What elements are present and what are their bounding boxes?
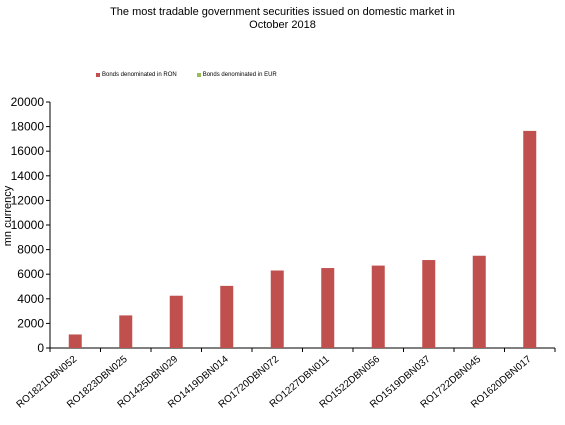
- bar: [119, 315, 133, 348]
- y-tick-label: 20000: [11, 95, 45, 109]
- chart-title-line-2: October 2018: [249, 19, 316, 31]
- y-tick-label: 18000: [11, 120, 45, 134]
- bar: [371, 265, 385, 348]
- legend-swatch-eur: [196, 73, 201, 77]
- bar: [321, 268, 335, 348]
- legend-label-eur: Bonds denominated in EUR: [202, 72, 277, 78]
- legend-swatch-ron: [96, 73, 100, 77]
- chart-title: The most tradable government securities …: [0, 6, 565, 32]
- legend-item-ron: Bonds denominated in RON: [96, 71, 177, 79]
- legend: Bonds denominated in RON Bonds denominat…: [96, 71, 277, 79]
- legend-label-ron: Bonds denominated in RON: [102, 72, 177, 78]
- bar: [169, 295, 183, 348]
- legend-item-eur: Bonds denominated in EUR: [196, 71, 277, 79]
- bar: [220, 285, 234, 348]
- y-tick-label: 2000: [17, 316, 44, 330]
- y-tick-label: 14000: [11, 169, 45, 183]
- y-tick-label: 4000: [17, 292, 44, 306]
- bar: [68, 334, 82, 348]
- bar: [270, 270, 284, 348]
- bar: [523, 130, 537, 348]
- y-tick-label: 6000: [17, 267, 44, 281]
- y-tick-label: 10000: [11, 218, 45, 232]
- y-tick-label: 8000: [17, 243, 44, 257]
- bar: [472, 255, 486, 348]
- y-tick-label: 0: [37, 341, 44, 355]
- bar: [422, 260, 436, 348]
- y-tick-label: 16000: [11, 144, 45, 158]
- y-tick-label: 12000: [11, 193, 45, 207]
- chart-title-line-1: The most tradable government securities …: [110, 6, 455, 18]
